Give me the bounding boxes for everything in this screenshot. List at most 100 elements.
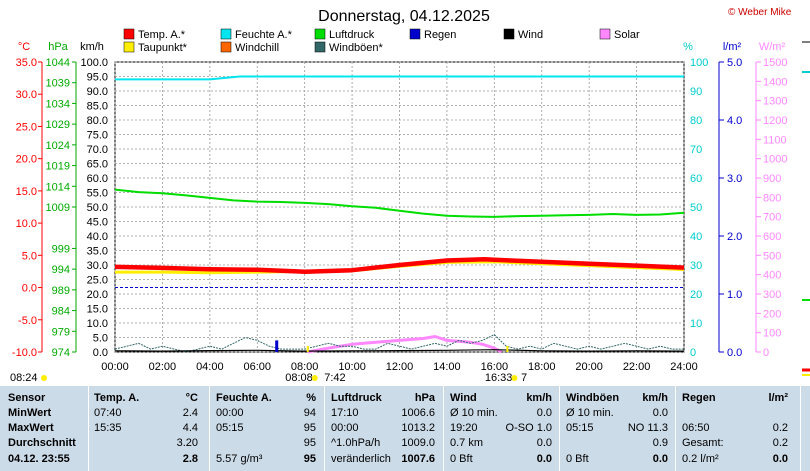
cell-value: 1009.0 (401, 437, 435, 449)
cell-value: 0.0 (652, 407, 668, 419)
wind-tick-label: 95.0 (87, 72, 108, 84)
wind-tick-label: 75.0 (87, 130, 108, 142)
cell-value: 94 (303, 407, 316, 419)
legend-swatch (123, 28, 135, 40)
legend-label: Feuchte A.* (235, 29, 293, 41)
pressure-tick-label: 979 (52, 326, 70, 338)
cell-value: NO 11.3 (627, 422, 668, 434)
solar-tick-label: 300 (763, 289, 781, 301)
axis-unit-label: km/h (80, 41, 104, 53)
humidity-tick-label: 100 (690, 57, 708, 69)
axis-unit-label: % (683, 41, 693, 53)
rain-tick-label: 3.0 (727, 173, 742, 185)
column-header: Windböen (566, 392, 620, 404)
column-header: Regen (682, 392, 716, 404)
row-label: Durchschnitt (8, 437, 76, 449)
x-tick-label: 06:00 (243, 361, 271, 373)
rain-bar (275, 340, 279, 352)
column-unit: % (306, 392, 316, 404)
sunrise-label: 08:24 (10, 372, 38, 384)
legend-label: Luftdruck (329, 29, 375, 41)
legend-swatch (220, 41, 232, 53)
legend-swatch (503, 28, 515, 40)
solar-tick-label: 900 (763, 173, 781, 185)
wind-tick-label: 10.0 (87, 318, 108, 330)
cell-label: 00:00 (216, 407, 244, 419)
cell-value: 1013.2 (401, 422, 435, 434)
cell-label: 0.7 km (450, 437, 484, 449)
legend-swatch (314, 41, 326, 53)
pressure-tick-label: 1044 (46, 57, 70, 69)
row-label: Sensor (8, 392, 46, 404)
cell-label: veränderlich (331, 453, 391, 465)
row-label: MaxWert (8, 422, 54, 434)
cell-value: 4.4 (182, 422, 198, 434)
row-label: MinWert (8, 407, 52, 419)
pressure-tick-label: 999 (52, 243, 70, 255)
temp-tick-label: 15.0 (16, 186, 37, 198)
temp-tick-label: 10.0 (16, 218, 37, 230)
column-header: Wind (450, 392, 477, 404)
pressure-tick-label: 1019 (46, 161, 70, 173)
temp-tick-label: 0.0 (22, 283, 37, 295)
solar-tick-label: 1400 (763, 76, 787, 88)
cell-value: 0.0 (652, 453, 668, 465)
humidity-tick-label: 60 (690, 173, 702, 185)
axis-unit-label: hPa (48, 41, 68, 53)
wind-tick-label: 65.0 (87, 159, 108, 171)
cell-label: Ø 10 min. (450, 407, 498, 419)
humidity-tick-label: 20 (690, 289, 702, 301)
x-tick-label: 10:00 (338, 361, 366, 373)
cell-label: 5.57 g/m³ (216, 453, 263, 465)
humidity-tick-label: 50 (690, 202, 702, 214)
humidity-tick-label: 0 (690, 347, 696, 359)
wind-tick-label: 30.0 (87, 260, 108, 272)
wind-tick-label: 45.0 (87, 217, 108, 229)
humidity-tick-label: 80 (690, 115, 702, 127)
sun-duration-label: 7 (521, 372, 527, 384)
column-unit: km/h (642, 392, 668, 404)
cell-value: 1006.6 (401, 407, 435, 419)
column-separator (324, 386, 325, 471)
cell-value: 0.2 (772, 422, 788, 434)
weather-chart: Donnerstag, 04.12.2025 © Weber Mike Temp… (10, 7, 810, 384)
wind-tick-label: 15.0 (87, 304, 108, 316)
sun-dot (311, 375, 318, 381)
x-tick-label: 04:00 (196, 361, 224, 373)
cell-label: 05:15 (566, 422, 594, 434)
cell-label: 05:15 (216, 422, 244, 434)
wind-tick-label: 100.0 (80, 57, 108, 69)
cell-label: 0.2 l/m² (682, 453, 719, 465)
humidity-tick-label: 90 (690, 86, 702, 98)
legend-label: Regen (424, 29, 456, 41)
copyright-label: © Weber Mike (728, 7, 792, 18)
sun-markers: 08:24 08:08 16:33 7:42 7 (10, 346, 527, 384)
pressure-tick-label: 1014 (46, 181, 70, 193)
pressure-tick-label: 1034 (46, 98, 70, 110)
axes: °C hPa km/h% l/m² W/m² 35.0 30.0 25.0 20.0 15.0 10… (12, 41, 788, 373)
cell-label: 0 Bft (566, 453, 589, 465)
column-unit: km/h (526, 392, 552, 404)
pressure-tick-label: 1024 (46, 140, 70, 152)
cell-value: 2.8 (182, 453, 198, 465)
column-separator (800, 386, 801, 471)
x-tick-label: 12:00 (386, 361, 414, 373)
temp-tick-label: -5.0 (18, 315, 37, 327)
humidity-tick-label: 40 (690, 231, 702, 243)
series-line-temp-a (114, 256, 685, 275)
legend-label: Wind (518, 29, 543, 41)
wind-tick-label: 5.0 (93, 333, 108, 345)
series-line-wind (114, 349, 685, 352)
sun-dot (511, 375, 518, 381)
x-tick-label: 22:00 (623, 361, 651, 373)
legend-label: Windböen* (329, 42, 384, 54)
column-header: Luftdruck (331, 392, 382, 404)
legend-label: Windchill (235, 42, 279, 54)
legend-label: Taupunkt* (138, 42, 188, 54)
cell-value: 1007.6 (401, 453, 435, 465)
wind-tick-label: 70.0 (87, 144, 108, 156)
row-label: 04.12. 23:55 (8, 453, 70, 465)
axis-unit-label: W/m² (759, 41, 786, 53)
legend-label: Solar (614, 29, 640, 41)
column-unit: hPa (414, 392, 435, 404)
